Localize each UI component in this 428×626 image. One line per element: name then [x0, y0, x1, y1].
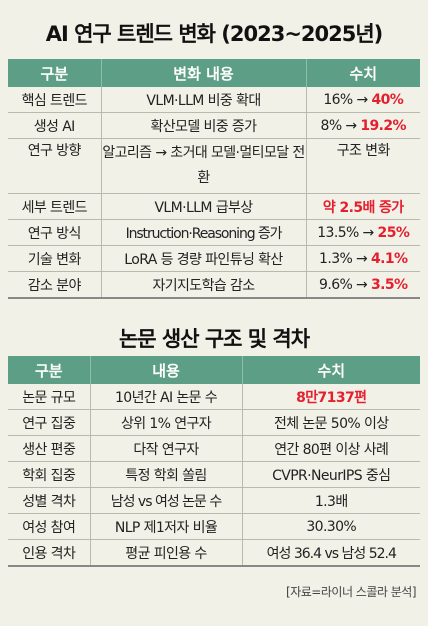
- header-content: 변화 내용: [100, 59, 306, 87]
- row-content: VLM·LLM 비중 확대: [100, 87, 306, 113]
- table-row: 연구 집중 상위 1% 연구자 전체 논문 50% 이상: [8, 409, 420, 436]
- bottom-title: 논문 생산 구조 및 격차: [118, 327, 310, 351]
- row-content: 특정 학회 쏠림: [89, 461, 242, 488]
- row-category: 학회 집중: [8, 461, 90, 488]
- row-value: 16% → 40%: [305, 87, 420, 113]
- row-category: 인용 격차: [8, 539, 90, 567]
- row-value: 8만7137편: [241, 384, 420, 410]
- row-category: 감소 분야: [8, 271, 101, 299]
- table-row: 핵심 트렌드 VLM·LLM 비중 확대 16% → 40%: [8, 87, 420, 113]
- value-plain: 연간 80편 이상 사례: [274, 441, 389, 458]
- row-value: CVPR·NeurIPS 중심: [241, 461, 420, 488]
- table-header-row: 구분 내용 수치: [8, 356, 420, 384]
- value-highlight: 3.5%: [371, 276, 408, 293]
- row-category: 논문 규모: [8, 384, 90, 410]
- value-highlight: 4.1%: [371, 250, 408, 267]
- row-value: 여성 36.4 vs 남성 52.4: [241, 539, 420, 567]
- value-plain: 9.6% →: [319, 276, 372, 293]
- top-title: AI 연구 트렌드 변화 (2023~2025년): [45, 22, 384, 46]
- row-category: 연구 집중: [8, 409, 90, 436]
- row-value: 1.3% → 4.1%: [305, 245, 420, 272]
- table-row: 여성 참여 NLP 제1저자 비율 30.30%: [8, 513, 420, 540]
- value-highlight: 40%: [371, 91, 404, 108]
- table-row: 학회 집중 특정 학회 쏠림 CVPR·NeurIPS 중심: [8, 461, 420, 488]
- row-value: 전체 논문 50% 이상: [241, 409, 420, 436]
- value-plain: 전체 논문 50% 이상: [273, 415, 389, 432]
- table-row: 논문 규모 10년간 AI 논문 수 8만7137편: [8, 384, 420, 410]
- row-category: 연구 방향: [8, 138, 101, 194]
- row-value: 약 2.5배 증가: [305, 193, 420, 220]
- row-content: 확산모델 비중 증가: [100, 112, 306, 139]
- table-row: 감소 분야 자기지도학습 감소 9.6% → 3.5%: [8, 271, 420, 299]
- value-highlight: 25%: [377, 224, 410, 241]
- value-plain: 구조 변화: [336, 143, 391, 159]
- row-content: 알고리즘 → 초거대 모델·멀티모달 전환: [100, 138, 306, 194]
- value-highlight: 8만7137편: [296, 389, 367, 406]
- header-category: 구분: [8, 356, 90, 384]
- source-note: [자료=라이너 스콜라 분석]: [286, 585, 416, 599]
- row-value: 연간 80편 이상 사례: [241, 435, 420, 462]
- value-plain: 1.3배: [314, 493, 348, 510]
- row-content: 다작 연구자: [89, 435, 242, 462]
- row-value: 구조 변화: [305, 138, 420, 194]
- value-plain: 16% →: [323, 91, 372, 108]
- table-row: 세부 트렌드 VLM·LLM 급부상 약 2.5배 증가: [8, 193, 420, 220]
- row-content: LoRA 등 경량 파인튜닝 확산: [100, 245, 306, 272]
- value-highlight: 19.2%: [360, 117, 406, 134]
- row-content: Instruction·Reasoning 증가: [100, 219, 306, 246]
- row-content: VLM·LLM 급부상: [100, 193, 306, 220]
- row-category: 세부 트렌드: [8, 193, 101, 220]
- row-value: 13.5% → 25%: [305, 219, 420, 246]
- value-highlight: 약 2.5배 증가: [322, 199, 404, 216]
- row-content: NLP 제1저자 비율: [89, 513, 242, 540]
- row-category: 연구 방식: [8, 219, 101, 246]
- row-category: 생성 AI: [8, 112, 101, 139]
- table-row: 생성 AI 확산모델 비중 증가 8% → 19.2%: [8, 112, 420, 139]
- row-category: 여성 참여: [8, 513, 90, 540]
- row-value: 9.6% → 3.5%: [305, 271, 420, 299]
- row-category: 핵심 트렌드: [8, 87, 101, 113]
- header-value: 수치: [241, 356, 420, 384]
- production-table: 구분 내용 수치 논문 규모 10년간 AI 논문 수 8만7137편 연구 집…: [8, 356, 420, 567]
- value-plain: 여성 36.4 vs 남성 52.4: [266, 545, 397, 562]
- row-content: 자기지도학습 감소: [100, 271, 306, 299]
- table-row: 성별 격차 남성 vs 여성 논문 수 1.3배: [8, 487, 420, 514]
- header-category: 구분: [8, 59, 101, 87]
- header-value: 수치: [305, 59, 420, 87]
- row-category: 성별 격차: [8, 487, 90, 514]
- table-header-row: 구분 변화 내용 수치: [8, 59, 420, 87]
- trend-table: 구분 변화 내용 수치 핵심 트렌드 VLM·LLM 비중 확대 16% → 4…: [8, 59, 420, 299]
- row-category: 생산 편중: [8, 435, 90, 462]
- header-content: 내용: [89, 356, 242, 384]
- row-content: 10년간 AI 논문 수: [89, 384, 242, 410]
- row-content: 상위 1% 연구자: [89, 409, 242, 436]
- table-row: 생산 편중 다작 연구자 연간 80편 이상 사례: [8, 435, 420, 462]
- table-row: 연구 방식 Instruction·Reasoning 증가 13.5% → 2…: [8, 219, 420, 246]
- row-value: 30.30%: [241, 513, 420, 540]
- value-plain: 30.30%: [306, 518, 357, 535]
- value-plain: 8% →: [320, 117, 361, 134]
- row-value: 8% → 19.2%: [305, 112, 420, 139]
- table-row: 연구 방향 알고리즘 → 초거대 모델·멀티모달 전환 구조 변화: [8, 138, 420, 194]
- value-plain: CVPR·NeurIPS 중심: [272, 467, 391, 484]
- table-row: 인용 격차 평균 피인용 수 여성 36.4 vs 남성 52.4: [8, 539, 420, 567]
- row-content: 평균 피인용 수: [89, 539, 242, 567]
- table-row: 기술 변화 LoRA 등 경량 파인튜닝 확산 1.3% → 4.1%: [8, 245, 420, 272]
- value-plain: 1.3% →: [319, 250, 372, 267]
- row-value: 1.3배: [241, 487, 420, 514]
- value-plain: 13.5% →: [317, 224, 378, 241]
- row-category: 기술 변화: [8, 245, 101, 272]
- row-content: 남성 vs 여성 논문 수: [89, 487, 242, 514]
